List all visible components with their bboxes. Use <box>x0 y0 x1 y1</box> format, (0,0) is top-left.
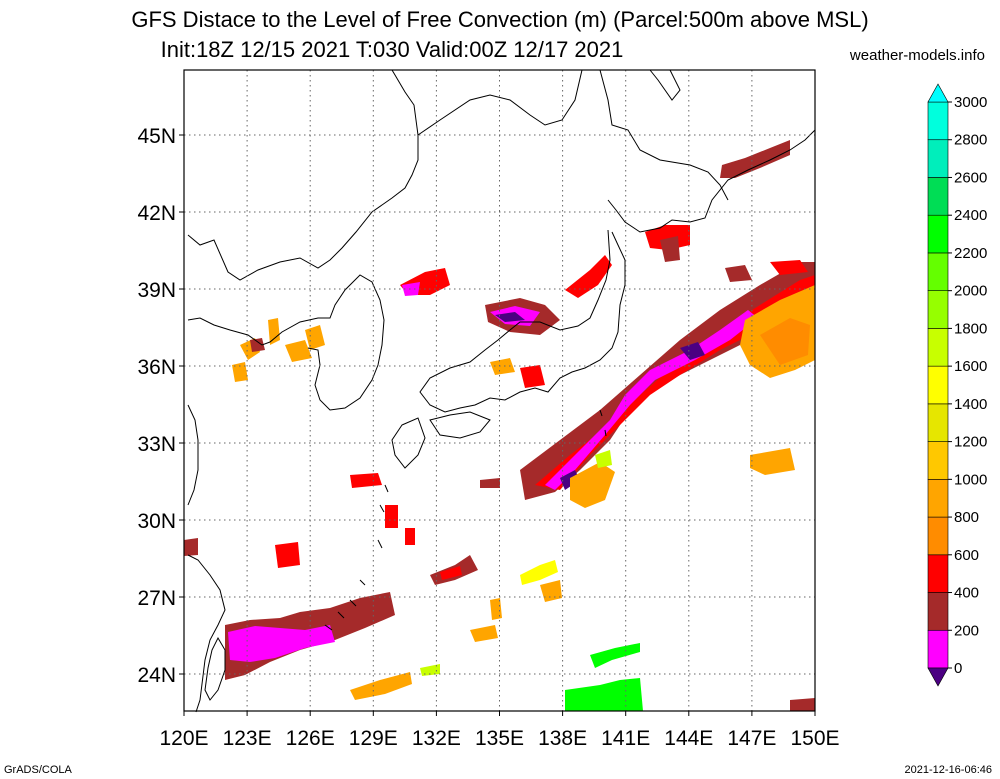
y-tick-label: 36N <box>137 356 176 379</box>
colorbar-segment <box>927 479 949 518</box>
field-region <box>232 318 325 382</box>
x-tick-label: 120E <box>159 727 208 750</box>
field-region <box>275 542 300 568</box>
field-region <box>350 672 412 700</box>
colorbar-label: 1000 <box>954 471 987 488</box>
colorbar-segment <box>927 101 949 141</box>
colorbar-segment <box>927 290 949 329</box>
x-tick-label: 123E <box>223 727 272 750</box>
field-region <box>590 643 640 668</box>
field-region <box>560 342 705 490</box>
field-region <box>540 580 562 602</box>
colorbar: 0 200 400 600 800 1000 1200 1400 1600 1800 2000 220… <box>927 83 987 687</box>
colorbar-segment <box>927 592 949 631</box>
field-region <box>385 505 415 545</box>
footer-timestamp: 2021-12-16-06:46 <box>904 764 992 776</box>
field-region <box>565 255 612 298</box>
y-tick-label: 33N <box>137 433 176 456</box>
colorbar-segment <box>927 252 949 291</box>
y-tick-label: 39N <box>137 279 176 302</box>
colorbar-label: 2200 <box>954 245 987 262</box>
y-tick-label: 30N <box>137 510 176 533</box>
field-region <box>565 678 643 711</box>
chart-subtitle: Init:18Z 12/15 2021 T:030 Valid:00Z 12/1… <box>160 37 624 62</box>
x-axis-ticks: 120E 123E 126E 129E 132E 135E 138E 141E 144E 147E… <box>159 711 840 750</box>
y-tick-label: 42N <box>137 202 176 225</box>
field-region <box>725 265 752 282</box>
field-region <box>760 318 810 365</box>
colorbar-segment <box>927 629 949 669</box>
field-region <box>750 448 795 475</box>
colorbar-label: 1600 <box>954 358 987 375</box>
colorbar-high-triangle <box>927 83 949 103</box>
credit-text: weather-models.info <box>849 47 985 64</box>
colorbar-label: 3000 <box>954 94 987 111</box>
y-tick-label: 24N <box>137 664 176 687</box>
colorbar-label: 2400 <box>954 207 987 224</box>
chart-title: GFS Distace to the Level of Free Convect… <box>131 7 869 32</box>
field-region <box>228 625 335 662</box>
coastlines <box>187 69 816 713</box>
field-region <box>660 236 680 262</box>
field-region <box>720 140 790 178</box>
colorbar-label: 1200 <box>954 434 987 451</box>
colorbar-segment <box>927 516 949 556</box>
field-region <box>770 260 808 275</box>
field-region <box>440 566 462 580</box>
field-region <box>520 560 558 585</box>
colorbar-segment <box>927 554 949 593</box>
x-tick-label: 126E <box>286 727 335 750</box>
colorbar-segment <box>927 365 949 405</box>
colorbar-segment <box>927 441 949 480</box>
x-tick-label: 144E <box>664 727 713 750</box>
field-layer <box>184 140 815 711</box>
colorbar-label: 200 <box>954 622 979 639</box>
colorbar-label: 800 <box>954 509 979 526</box>
field-region <box>350 473 382 488</box>
x-tick-label: 132E <box>412 727 461 750</box>
field-region <box>480 478 500 488</box>
field-region <box>420 664 440 676</box>
gridlines <box>184 70 815 711</box>
field-region <box>490 358 515 375</box>
field-region <box>595 450 612 468</box>
colorbar-label: 1800 <box>954 320 987 337</box>
x-tick-label: 150E <box>790 727 839 750</box>
field-region <box>520 365 545 388</box>
footer-credit: GrADS/COLA <box>4 764 72 776</box>
colorbar-label: 600 <box>954 547 979 564</box>
field-region <box>490 598 502 620</box>
colorbar-label: 2000 <box>954 283 987 300</box>
colorbar-label: 1400 <box>954 396 987 413</box>
colorbar-label: 400 <box>954 585 979 602</box>
field-region <box>402 282 420 296</box>
x-tick-label: 138E <box>538 727 587 750</box>
colorbar-label: 0 <box>954 660 962 677</box>
field-region <box>250 338 265 352</box>
colorbar-segment <box>927 177 949 216</box>
colorbar-segment <box>927 403 949 442</box>
colorbar-segment <box>927 139 949 178</box>
field-region <box>470 625 498 642</box>
field-region <box>570 462 615 508</box>
x-tick-label: 135E <box>475 727 524 750</box>
x-tick-label: 129E <box>349 727 398 750</box>
y-tick-label: 27N <box>137 587 176 610</box>
colorbar-label: 2800 <box>954 132 987 149</box>
field-region <box>184 538 198 556</box>
field-region <box>495 312 525 322</box>
x-tick-label: 141E <box>601 727 650 750</box>
field-region <box>545 310 758 490</box>
x-tick-label: 147E <box>727 727 776 750</box>
y-tick-label: 45N <box>137 125 176 148</box>
colorbar-segment <box>927 214 949 254</box>
colorbar-label: 2600 <box>954 169 987 186</box>
field-region <box>790 698 815 711</box>
colorbar-segment <box>927 328 949 367</box>
field-region <box>645 225 690 250</box>
colorbar-low-triangle <box>927 667 949 687</box>
y-axis-ticks: 45N 42N 39N 36N 33N 30N 27N 24N <box>137 125 184 687</box>
